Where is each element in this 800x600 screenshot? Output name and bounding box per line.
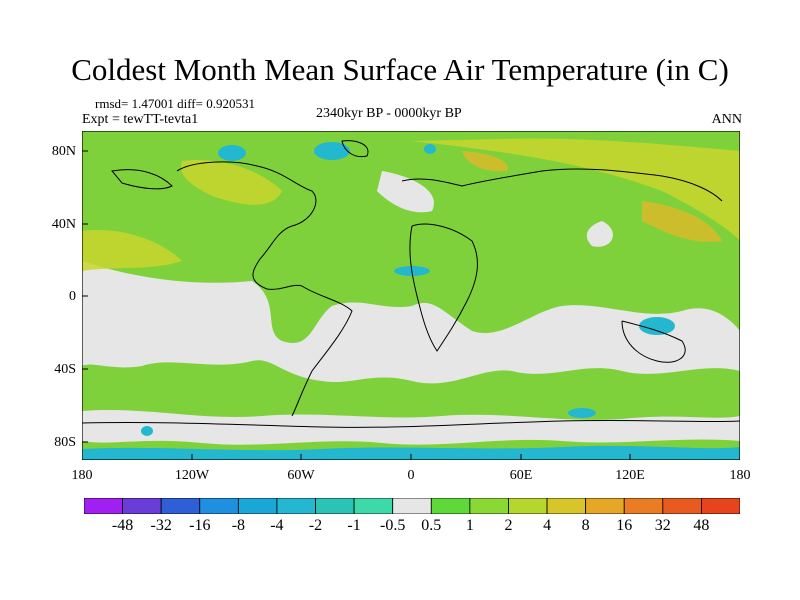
map-title: Coldest Month Mean Surface Air Temperatu…	[71, 52, 729, 87]
lon-label-180w: 180	[71, 468, 93, 483]
lat-label-40s: 40S	[54, 362, 76, 377]
hot-regions	[462, 151, 722, 242]
near-zero-regions	[82, 171, 740, 445]
temperature-map	[82, 131, 740, 460]
lat-label-0: 0	[69, 289, 76, 304]
colorbar-box	[353, 498, 394, 514]
lat-label-80s: 80S	[54, 435, 76, 450]
colorbar-label: -4	[270, 517, 284, 534]
colorbar-box	[662, 498, 702, 514]
colorbar-label: 16	[616, 517, 633, 534]
colorbar-label: -8	[231, 517, 246, 534]
lat-label-80n: 80N	[51, 144, 76, 159]
colorbar-label: 32	[654, 517, 671, 534]
colorbar-label: 2	[504, 517, 513, 534]
lon-label-60w: 60W	[287, 468, 315, 483]
colorbar	[84, 498, 740, 514]
colorbar-box	[122, 498, 162, 514]
colorbar-label: 8	[581, 517, 590, 534]
colorbar-box	[160, 498, 201, 514]
lon-label-120w: 120W	[174, 468, 210, 483]
warm-regions	[82, 138, 740, 271]
colorbar-label: 4	[543, 517, 552, 534]
colorbar-box	[469, 498, 509, 514]
season-label: ANN	[711, 112, 742, 127]
colorbar-box	[623, 498, 664, 514]
colorbar-label: -48	[111, 517, 134, 534]
colorbar-label: -2	[308, 517, 323, 534]
colorbar-box	[585, 498, 625, 514]
map-ticks	[82, 150, 631, 460]
lat-label-40n: 40N	[51, 217, 76, 232]
colorbar-box	[392, 498, 432, 514]
colorbar-box	[430, 498, 471, 514]
colorbar-label: -0.5	[380, 517, 406, 534]
colorbar-label: 48	[693, 517, 710, 534]
colorbar-label: -1	[347, 517, 361, 534]
lon-label-180e: 180	[729, 468, 751, 483]
colorbar-box	[237, 498, 278, 514]
colorbar-label: -16	[189, 517, 211, 534]
lon-label-0: 0	[407, 468, 415, 483]
colorbar-label: 1	[465, 517, 474, 534]
colorbar-label: -32	[150, 517, 172, 534]
colorbar-box	[276, 498, 316, 514]
lon-label-120e: 120E	[615, 468, 645, 483]
period-label: 2340kyr BP - 0000kyr BP	[316, 106, 462, 121]
coastlines	[82, 140, 740, 428]
colorbar-box	[508, 498, 548, 514]
colorbar-box	[84, 498, 123, 514]
colorbar-box	[199, 498, 239, 514]
lon-label-60e: 60E	[509, 468, 533, 483]
colorbar-box	[315, 498, 355, 514]
colorbar-label: 0.5	[421, 517, 442, 534]
experiment-label: Expt = tewTT-tevta1	[82, 112, 199, 127]
colorbar-box	[546, 498, 587, 514]
stats-label: rmsd= 1.47001 diff= 0.920531	[95, 96, 255, 111]
colorbar-box	[701, 498, 740, 514]
